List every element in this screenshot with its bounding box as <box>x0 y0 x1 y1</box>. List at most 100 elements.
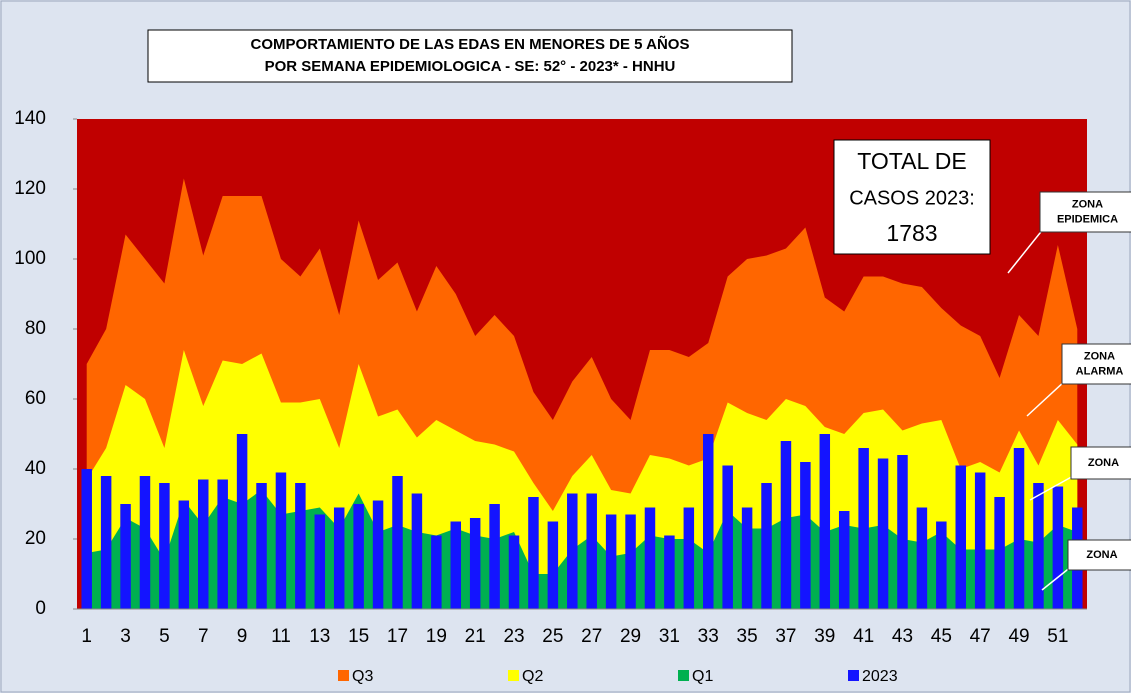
legend-label: 2023 <box>862 668 898 685</box>
x-tick-label: 49 <box>1008 626 1029 647</box>
y-tick-label: 80 <box>25 318 46 339</box>
bar <box>120 504 131 609</box>
legend-swatch <box>678 670 689 681</box>
bar <box>489 504 500 609</box>
x-tick-label: 7 <box>198 626 209 647</box>
bar <box>644 507 656 609</box>
y-tick-label: 100 <box>14 248 46 269</box>
bar <box>528 497 539 609</box>
total-text: TOTAL DE <box>857 148 967 174</box>
callout-text: ZONA <box>1086 549 1117 561</box>
total-text: CASOS 2023: <box>849 187 975 209</box>
chart-title: COMPORTAMIENTO DE LAS EDAS EN MENORES DE… <box>251 35 690 53</box>
callout-text: EPIDEMICA <box>1057 213 1118 225</box>
callout-line <box>1029 474 1076 501</box>
bar <box>819 434 831 609</box>
x-tick-label: 27 <box>581 626 602 647</box>
callout-text: ZONA <box>1072 198 1103 210</box>
bar <box>547 521 559 609</box>
bar <box>761 483 772 609</box>
bar <box>916 507 928 609</box>
x-tick-label: 39 <box>814 626 835 647</box>
legend-swatch <box>338 670 349 681</box>
callout-text: ZONA <box>1084 350 1115 362</box>
bar <box>392 476 403 609</box>
x-tick-label: 17 <box>387 626 408 647</box>
callout-text: ZONA <box>1088 457 1119 469</box>
x-tick-label: 45 <box>931 626 952 647</box>
bar <box>877 458 889 609</box>
x-tick-label: 11 <box>271 626 291 647</box>
callout-text: ALARMA <box>1076 365 1124 377</box>
bar <box>800 462 811 609</box>
bar <box>450 521 461 609</box>
bar <box>508 535 520 609</box>
y-tick-label: 20 <box>25 528 46 549</box>
callout-line <box>1026 379 1067 417</box>
callout-box <box>1061 343 1131 385</box>
x-tick-label: 29 <box>620 626 641 647</box>
callout-box <box>1070 446 1131 480</box>
bar <box>722 465 733 609</box>
callout-line <box>1041 565 1073 591</box>
x-tick-label: 43 <box>892 626 913 647</box>
bar <box>314 514 326 609</box>
bar <box>372 500 384 609</box>
total-text: 1783 <box>886 220 937 246</box>
y-tick-label: 120 <box>14 178 46 199</box>
legend-label: Q1 <box>692 668 713 685</box>
bar <box>236 434 248 609</box>
y-tick-label: 40 <box>25 458 46 479</box>
bar <box>1013 448 1025 609</box>
legend-swatch <box>848 670 859 681</box>
bar <box>411 493 423 609</box>
bar <box>974 472 986 609</box>
legend-label: Q2 <box>522 668 543 685</box>
bar <box>1052 486 1064 609</box>
x-tick-label: 31 <box>659 626 680 647</box>
bar <box>994 497 1005 609</box>
x-tick-label: 5 <box>159 626 170 647</box>
y-tick-label: 60 <box>25 388 46 409</box>
bar <box>625 514 636 609</box>
bar <box>838 511 850 609</box>
y-tick-label: 140 <box>14 108 46 129</box>
x-tick-label: 37 <box>775 626 796 647</box>
x-tick-label: 35 <box>737 626 758 647</box>
legend-swatch <box>508 670 519 681</box>
callout-line <box>1007 227 1045 274</box>
bar <box>431 535 442 609</box>
bar <box>780 441 792 609</box>
y-tick-label: 0 <box>35 598 46 619</box>
bar <box>198 479 209 609</box>
total-box <box>833 139 991 255</box>
legend-label: Q3 <box>352 668 373 685</box>
bar <box>333 507 345 609</box>
bar <box>217 479 228 609</box>
bar <box>955 465 966 609</box>
callout-box <box>1039 191 1131 233</box>
x-tick-label: 41 <box>853 626 874 647</box>
x-tick-label: 15 <box>348 626 369 647</box>
bar <box>664 535 675 609</box>
bar <box>741 507 753 609</box>
bar <box>703 434 714 609</box>
x-tick-label: 13 <box>309 626 330 647</box>
x-tick-label: 23 <box>503 626 524 647</box>
bar <box>295 483 306 609</box>
bar <box>81 469 92 609</box>
bar <box>897 455 908 609</box>
x-tick-label: 25 <box>542 626 563 647</box>
x-tick-label: 3 <box>120 626 131 647</box>
bar <box>567 493 578 609</box>
title-box <box>147 29 793 83</box>
bar <box>858 448 869 609</box>
callout-box <box>1067 539 1131 571</box>
x-tick-label: 33 <box>698 626 719 647</box>
bar <box>353 504 364 609</box>
bar <box>275 472 287 609</box>
chart-subtitle: POR SEMANA EPIDEMIOLOGICA - SE: 52° - 20… <box>265 58 676 75</box>
bar <box>586 493 597 609</box>
